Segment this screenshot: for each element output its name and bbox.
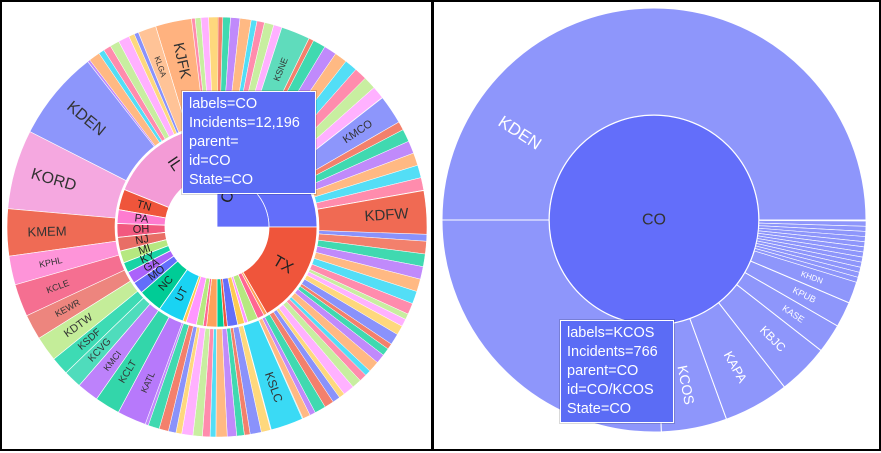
- outer-label-kdfw: KDFW: [364, 205, 410, 225]
- right-sunburst-panel: CO KDEN KCOS KAPA KBJC KASE KPUB KHDN labels=KC…: [432, 0, 881, 451]
- segment-small[interactable]: [753, 248, 859, 283]
- outer-segment-kslc[interactable]: [243, 319, 303, 431]
- tooltip-state: State=CO: [567, 401, 632, 417]
- tooltip-id: id=CO/KCOS: [567, 382, 654, 398]
- tooltip-incidents: Incidents=766: [567, 344, 658, 360]
- outer-segment-kmci[interactable]: [78, 303, 159, 400]
- tooltip-labels: labels=CO: [189, 96, 258, 112]
- outer-segment-kden[interactable]: [29, 61, 155, 182]
- outer-segment-kdfw[interactable]: [317, 190, 428, 235]
- inner-label-tn: TN: [135, 198, 152, 214]
- outer-label-kphl: KPHL: [38, 255, 63, 270]
- tooltip-labels: labels=KCOS: [567, 325, 655, 341]
- tooltip-incidents: Incidents=12,196: [189, 115, 300, 131]
- inner-label-pa: PA: [134, 212, 150, 225]
- tooltip-state: State=CO: [189, 172, 254, 188]
- outer-segment-kclt[interactable]: [96, 310, 170, 413]
- outer-segment-ksdf[interactable]: [53, 290, 145, 374]
- inner-label-oh: OH: [133, 223, 150, 236]
- outer-segment-kcvg[interactable]: [65, 297, 151, 386]
- segment-kase[interactable]: [736, 271, 839, 352]
- outer-segment-kcle[interactable]: [14, 254, 125, 317]
- inner-label-nj: NJ: [134, 233, 149, 247]
- outer-segment-kewr[interactable]: [26, 269, 131, 339]
- hover-tooltip-kcos: labels=KCOS Incidents=766 parent=CO id=C…: [560, 320, 674, 423]
- segment-khdn[interactable]: [749, 250, 858, 304]
- segment-kpub[interactable]: [744, 260, 850, 327]
- outer-segment-kphl[interactable]: [8, 240, 120, 286]
- outer-ring: KDENKORDKMEMKPHLKCLEKEWRKDTWKSDFKCVGKMCI…: [6, 16, 428, 438]
- tooltip-id: id=CO: [189, 153, 231, 169]
- hover-tooltip-co: labels=CO Incidents=12,196 parent= id=CO…: [182, 91, 316, 194]
- outer-segment-kmem[interactable]: [6, 208, 117, 257]
- left-sunburst-chart: COILTNPAOHNJMIKYGAMONCUTTXKDENKORDKMEMKP…: [6, 16, 428, 438]
- tooltip-parent: parent=: [189, 134, 239, 150]
- left-sunburst-panel: COILTNPAOHNJMIKYGAMONCUTTXKDENKORDKMEMKP…: [0, 0, 433, 451]
- outer-segment-kdtw[interactable]: [38, 280, 139, 360]
- segment-kden[interactable]: [441, 7, 867, 221]
- segment-kbjc[interactable]: [717, 283, 822, 388]
- outer-segment-kord[interactable]: [7, 131, 127, 219]
- outer-segment-katl[interactable]: [118, 316, 183, 425]
- center-label-co: CO: [642, 212, 666, 229]
- segment-kapa[interactable]: [689, 302, 786, 420]
- outer-label-kmem: KMEM: [27, 223, 66, 239]
- tooltip-parent: parent=CO: [567, 363, 639, 379]
- label-kcos: KCOS: [674, 364, 697, 406]
- segment-kcos[interactable]: [657, 318, 728, 433]
